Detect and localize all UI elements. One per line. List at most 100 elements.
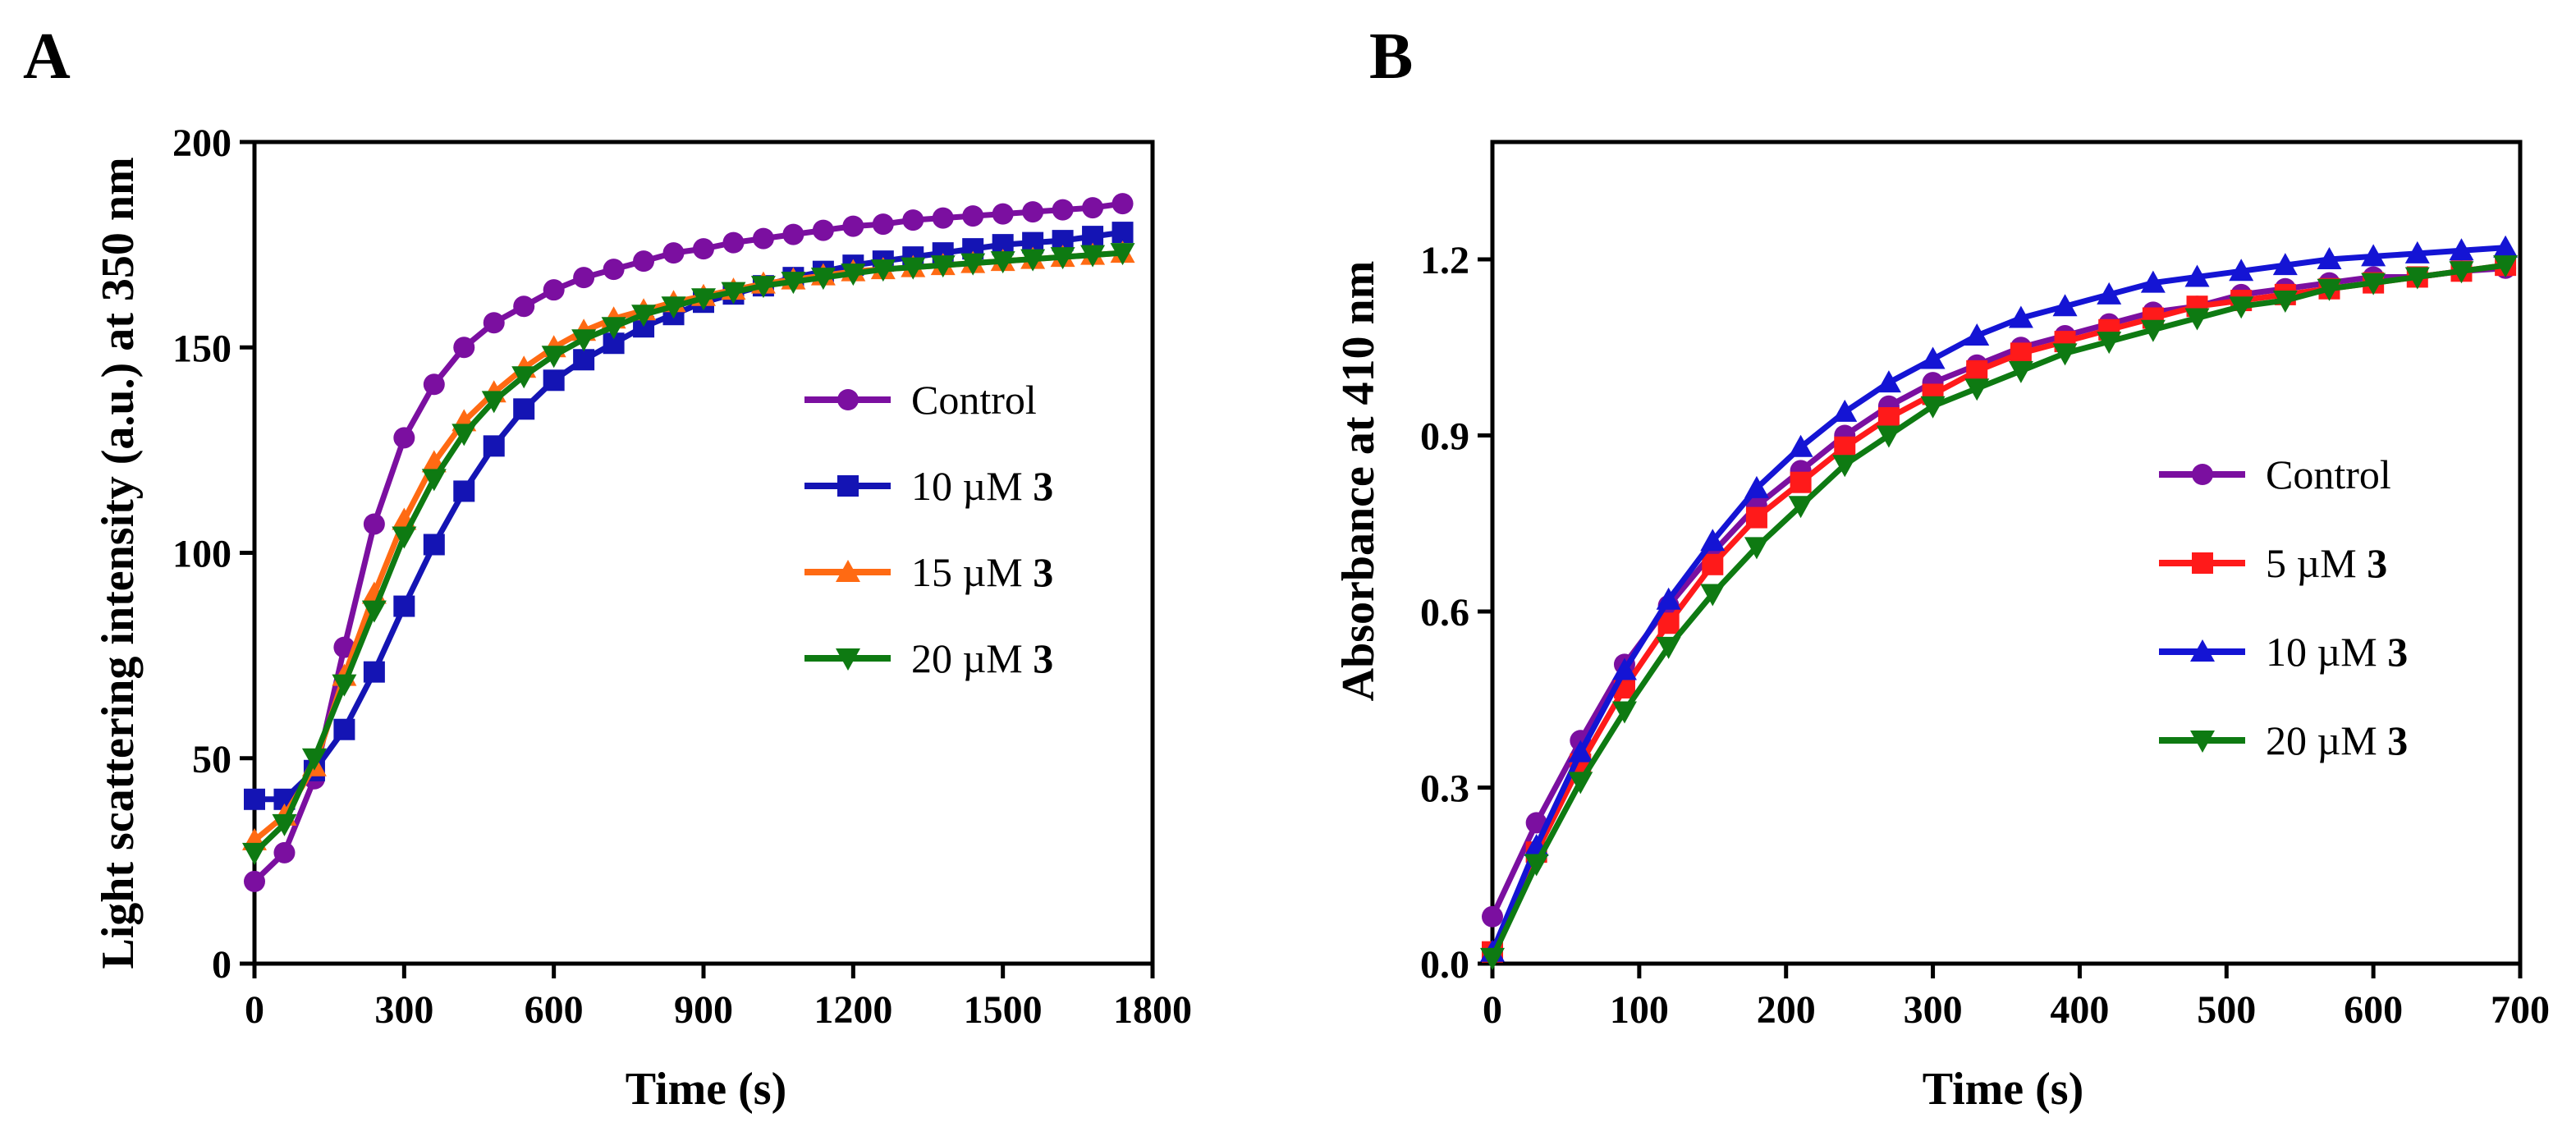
panel-b-y-tick-label: 0.3: [1420, 767, 1469, 811]
panel-a-series-line: [251, 229, 1126, 803]
panel-a-legend-marker: [837, 475, 859, 497]
panel-b-label: B: [1369, 21, 1413, 93]
panel-b-data-point: [2097, 332, 2122, 355]
panel-b-legend-label-text: 5 µM: [2266, 540, 2367, 586]
panel-b-data-point: [1964, 323, 1990, 346]
panel-a-legend-item: Control: [804, 377, 1037, 423]
panel-a-legend-item: 15 µM 3: [804, 549, 1053, 595]
panel-b-data-point: [2140, 270, 2166, 293]
panel-b-y-axis-title: Absorbance at 410 nm: [1333, 261, 1384, 702]
panel-a-data-point: [752, 227, 774, 250]
panel-a-data-point: [481, 391, 506, 414]
panel-b-legend-item: 5 µM 3: [2159, 540, 2387, 586]
panel-a-data-point: [812, 219, 834, 241]
panel-b-data-point: [1876, 370, 1901, 393]
panel-b-legend-label-text: 10 µM: [2266, 629, 2387, 675]
panel-a-data-point: [423, 534, 445, 556]
panel-a-data-point: [513, 398, 535, 420]
panel-a-data-point: [1052, 199, 1074, 221]
panel-a-data-point: [393, 595, 415, 617]
panel-a-y-tick-label: 0: [212, 943, 231, 987]
panel-b-data-point: [1832, 455, 1858, 478]
panel-a-x-tick-label: 1200: [814, 988, 892, 1032]
panel-b-legend-label-compound: 3: [2367, 540, 2387, 586]
panel-b-data-point: [1744, 537, 1769, 560]
panel-b-x-tick-label: 500: [2197, 988, 2256, 1032]
panel-a-x-tick-label: 1800: [1113, 988, 1192, 1032]
panel-a-data-point: [1022, 201, 1044, 223]
panel-a-data-point: [451, 424, 477, 447]
panel-a-data-point: [691, 288, 716, 311]
panel-b-x-tick-label: 700: [2491, 988, 2550, 1032]
panel-a-data-point: [1112, 193, 1134, 215]
panel-a-data-point: [1050, 247, 1075, 270]
panel-b-data-point: [1480, 947, 1505, 970]
panel-a-data-point: [333, 636, 355, 658]
panel-b-data-point: [2272, 253, 2298, 276]
panel-a-data-point: [453, 480, 475, 502]
panel-a-data-point: [721, 282, 746, 305]
panel-b-data-point: [1744, 475, 1769, 498]
panel-a-data-point: [992, 203, 1014, 225]
panel-a-data-point: [363, 513, 385, 535]
panel-b-data-point: [1788, 496, 1813, 519]
panel-b-data-point: [2493, 235, 2519, 258]
panel-b-y-tick-label: 0.0: [1420, 943, 1469, 987]
panel-b-data-point: [1656, 587, 1681, 610]
panel-a-data-point: [332, 674, 357, 697]
panel-b-data-point: [2184, 264, 2210, 287]
panel-a-series-line: [251, 250, 1126, 844]
panel-a-series-3: [242, 243, 1135, 865]
panel-b-legend-label-compound: 3: [2387, 717, 2408, 763]
panel-a-x-tick-label: 1500: [964, 988, 1043, 1032]
panel-b-legend-item: Control: [2159, 451, 2391, 497]
panel-a-data-point: [301, 748, 327, 771]
panel-b-data-point: [1876, 425, 1901, 448]
panel-a-data-point: [573, 349, 595, 371]
panel-b-legend-label: 20 µM 3: [2266, 717, 2408, 763]
panel-a-legend-label: 10 µM 3: [911, 463, 1053, 509]
panel-a-data-point: [662, 242, 685, 264]
panel-b-data-point: [1702, 553, 1724, 575]
panel-a-data-point: [601, 317, 626, 340]
panel-a-data-point: [242, 842, 267, 865]
panel-a-legend-label-text: 10 µM: [911, 463, 1033, 509]
panel-b-data-point: [2493, 255, 2519, 278]
panel-a-data-point: [1110, 243, 1135, 266]
panel-b-data-point: [1920, 396, 1946, 419]
panel-a-data-point: [244, 788, 265, 810]
panel-b-data-point: [1656, 636, 1681, 659]
panel-b-data-point: [1834, 436, 1856, 458]
panel-a-legend-label-compound: 3: [1033, 463, 1053, 509]
panel-b-y-tick-label: 0.9: [1420, 415, 1469, 459]
panel-b-data-point: [2404, 240, 2430, 263]
panel-a-legend-marker: [837, 389, 859, 410]
panel-a-legend-label: Control: [911, 377, 1037, 423]
panel-a-series-0: [244, 193, 1134, 892]
panel-b-plot-frame: [1490, 140, 2523, 966]
panel-b-data-point: [1568, 740, 1593, 763]
panel-a-data-point: [810, 268, 836, 291]
panel-a-x-axis-title: Time (s): [626, 1064, 787, 1115]
panel-b-data-point: [2010, 342, 2032, 364]
panel-b-data-point: [1700, 529, 1726, 552]
panel-b-data-point: [2052, 294, 2078, 317]
panel-a-data-point: [333, 718, 355, 740]
panel-a-data-point: [1080, 245, 1106, 268]
panel-b-x-tick-label: 100: [1610, 988, 1669, 1032]
panel-b-data-point: [1832, 399, 1858, 422]
panel-b-data-point: [1877, 407, 1900, 429]
panel-b-chart: B Time (s) Absorbance at 410 nm 0 100 200 3…: [1333, 21, 2550, 1115]
panel-b-data-point: [1524, 854, 1549, 877]
panel-a-legend-marker: [836, 560, 860, 582]
panel-b-legend-marker: [2190, 731, 2215, 753]
panel-a-y-axis-title: Light scattering intensity (a.u.) at 350…: [93, 157, 144, 969]
panel-b-series-line: [1489, 245, 2509, 955]
panel-a-data-point: [361, 600, 387, 623]
panel-a-data-point: [842, 215, 864, 237]
panel-b-legend-label-text: 20 µM: [2266, 717, 2387, 763]
panel-a-legend-label: 20 µM 3: [911, 635, 1053, 681]
panel-b-legend-item: 20 µM 3: [2159, 717, 2408, 763]
